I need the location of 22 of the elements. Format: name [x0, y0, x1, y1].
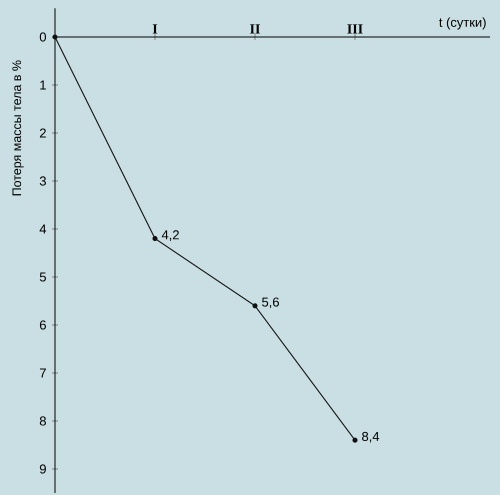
y-axis-title: Потеря массы тела в %: [12, 60, 24, 196]
y-tick-label: 1: [40, 80, 46, 90]
y-tick-label: 0: [40, 32, 46, 42]
x-tick-label: III: [347, 24, 363, 34]
y-tick-label: 2: [40, 128, 46, 138]
y-tick-label: 9: [40, 464, 46, 474]
x-axis-title: t (сутки): [439, 17, 486, 30]
point: [252, 303, 258, 308]
y-tick-label: 6: [40, 320, 46, 330]
data-label: 5,6: [262, 297, 279, 308]
x-tick-label: II: [250, 24, 260, 34]
data-label: 8,4: [362, 432, 380, 443]
y-tick-label: 8: [40, 416, 46, 426]
y-tick-label: 4: [40, 224, 46, 234]
point: [52, 34, 58, 40]
point: [152, 236, 158, 242]
x-tick-label: I: [152, 24, 158, 34]
y-tick-label: 7: [40, 368, 46, 378]
y-tick-label: 3: [40, 176, 46, 186]
point: [352, 438, 358, 443]
y-tick-label: 5: [40, 272, 46, 282]
data-label: 4,2: [162, 230, 179, 241]
